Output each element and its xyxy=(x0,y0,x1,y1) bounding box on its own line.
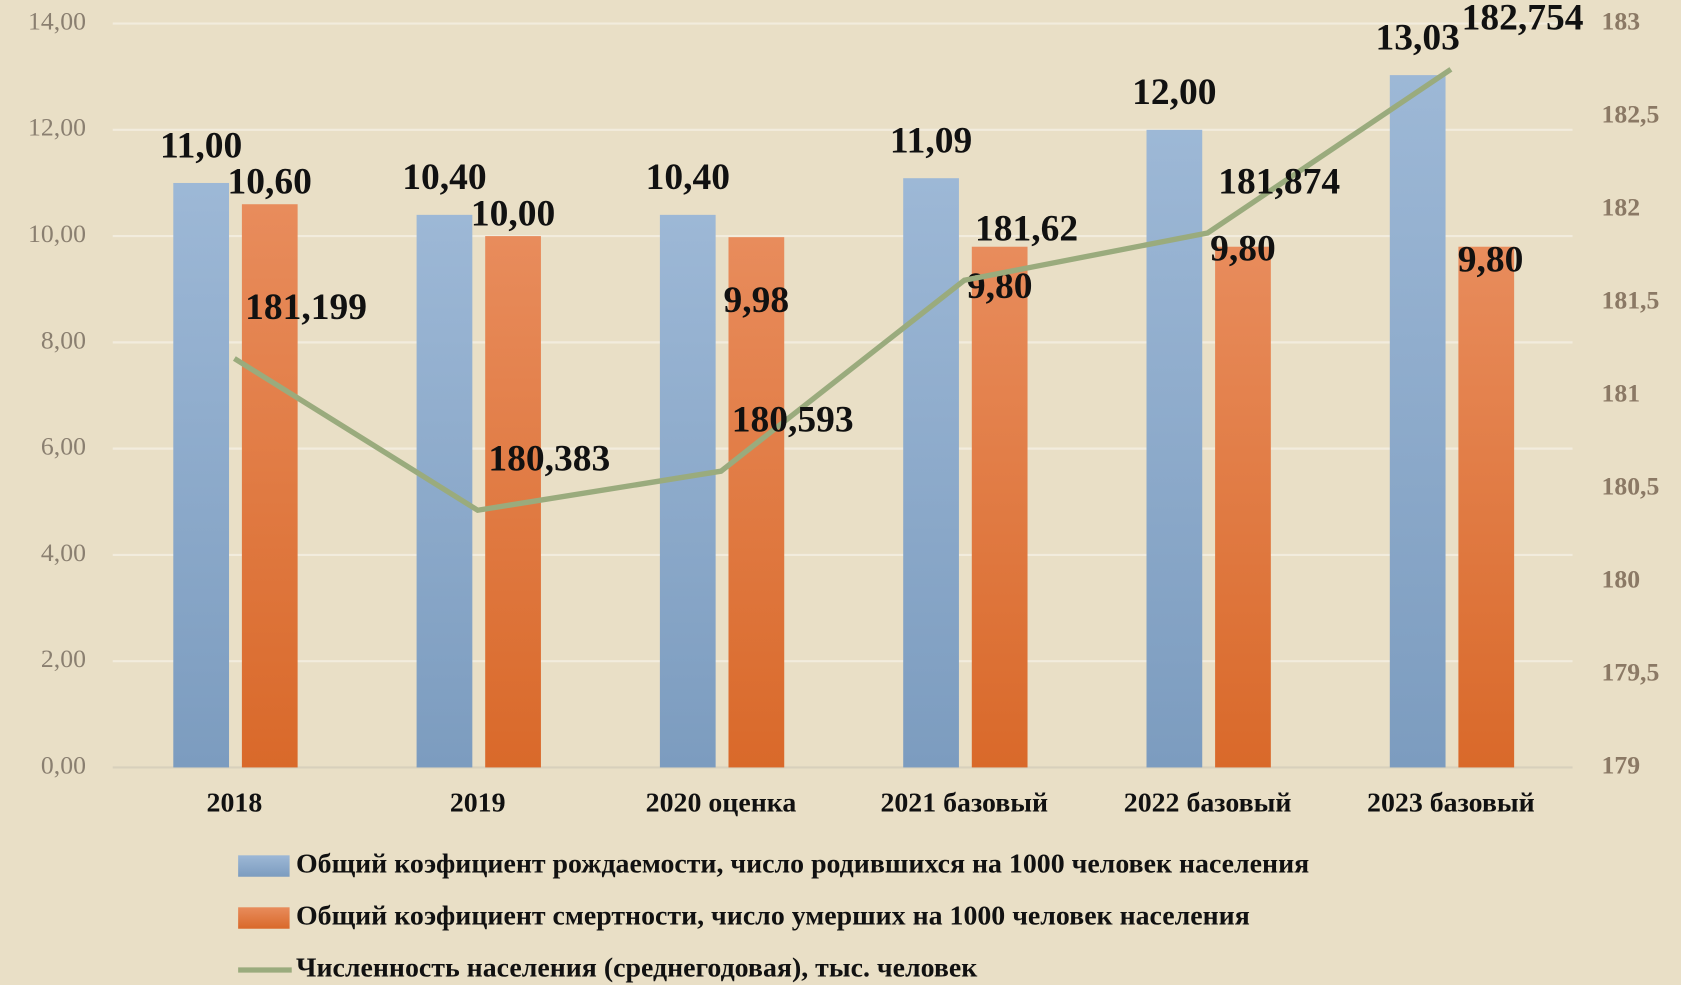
data-label: 10,00 xyxy=(471,193,555,234)
bar xyxy=(173,182,230,768)
bar xyxy=(728,237,785,768)
y2-tick-label: 182 xyxy=(1601,192,1640,221)
data-label: 10,60 xyxy=(228,162,312,203)
line xyxy=(232,67,1453,514)
bar xyxy=(241,204,298,768)
data-label: 180,593 xyxy=(732,400,854,441)
y-tick-label: 12,00 xyxy=(28,113,86,142)
data-label: 9,80 xyxy=(1458,239,1524,280)
bar xyxy=(1458,246,1515,768)
bar xyxy=(1215,246,1271,768)
data-label: 9,80 xyxy=(1210,229,1276,270)
data-label: 11,00 xyxy=(160,125,242,166)
bar xyxy=(971,246,1028,768)
bar xyxy=(1146,129,1203,768)
bar xyxy=(1389,75,1446,768)
y-tick-label: 14,00 xyxy=(28,6,86,35)
legend-marker xyxy=(238,855,290,877)
data-label: 11,09 xyxy=(890,121,972,162)
legend-label: Общий коэфициент смертности, число умерш… xyxy=(296,900,1250,931)
data-label: 9,98 xyxy=(724,280,790,321)
y2-tick-label: 179,5 xyxy=(1601,657,1659,686)
y2-tick-label: 180,5 xyxy=(1601,471,1659,500)
legend-label: Численность населения (среднегодовая), т… xyxy=(296,952,978,983)
data-label: 10,40 xyxy=(646,157,730,198)
data-label: 12,00 xyxy=(1132,72,1216,113)
x-tick-label: 2023 базовый xyxy=(1367,787,1535,818)
y-tick-label: 0,00 xyxy=(41,750,86,779)
x-tick-label: 2021 базовый xyxy=(880,787,1048,818)
data-label: 182,754 xyxy=(1462,0,1584,39)
data-label: 181,874 xyxy=(1218,161,1340,202)
y2-tick-label: 181 xyxy=(1601,378,1640,407)
data-label: 13,03 xyxy=(1375,17,1459,58)
x-tick-label: 2020 оценка xyxy=(646,787,797,818)
y2-tick-label: 182,5 xyxy=(1601,99,1659,128)
y-tick-label: 10,00 xyxy=(28,219,86,248)
y-tick-label: 8,00 xyxy=(41,325,86,354)
x-tick-label: 2022 базовый xyxy=(1124,787,1292,818)
data-label: 10,40 xyxy=(402,157,486,198)
y-tick-label: 4,00 xyxy=(41,538,86,567)
data-label: 181,62 xyxy=(975,209,1078,250)
data-label: 181,199 xyxy=(245,287,367,328)
y-tick-label: 2,00 xyxy=(41,644,86,673)
x-tick-label: 2018 xyxy=(207,787,263,818)
y2-tick-label: 183 xyxy=(1601,6,1640,35)
y2-tick-label: 180 xyxy=(1601,564,1640,593)
y-tick-label: 6,00 xyxy=(41,432,86,461)
bar xyxy=(659,214,716,768)
legend-label: Общий коэфициент рождаемости, число роди… xyxy=(296,848,1309,879)
legend-marker xyxy=(238,907,290,929)
x-tick-label: 2019 xyxy=(450,787,506,818)
bar xyxy=(903,178,959,768)
y2-tick-label: 181,5 xyxy=(1601,285,1659,314)
y2-tick-label: 179 xyxy=(1601,750,1640,779)
data-label: 180,383 xyxy=(488,439,610,480)
